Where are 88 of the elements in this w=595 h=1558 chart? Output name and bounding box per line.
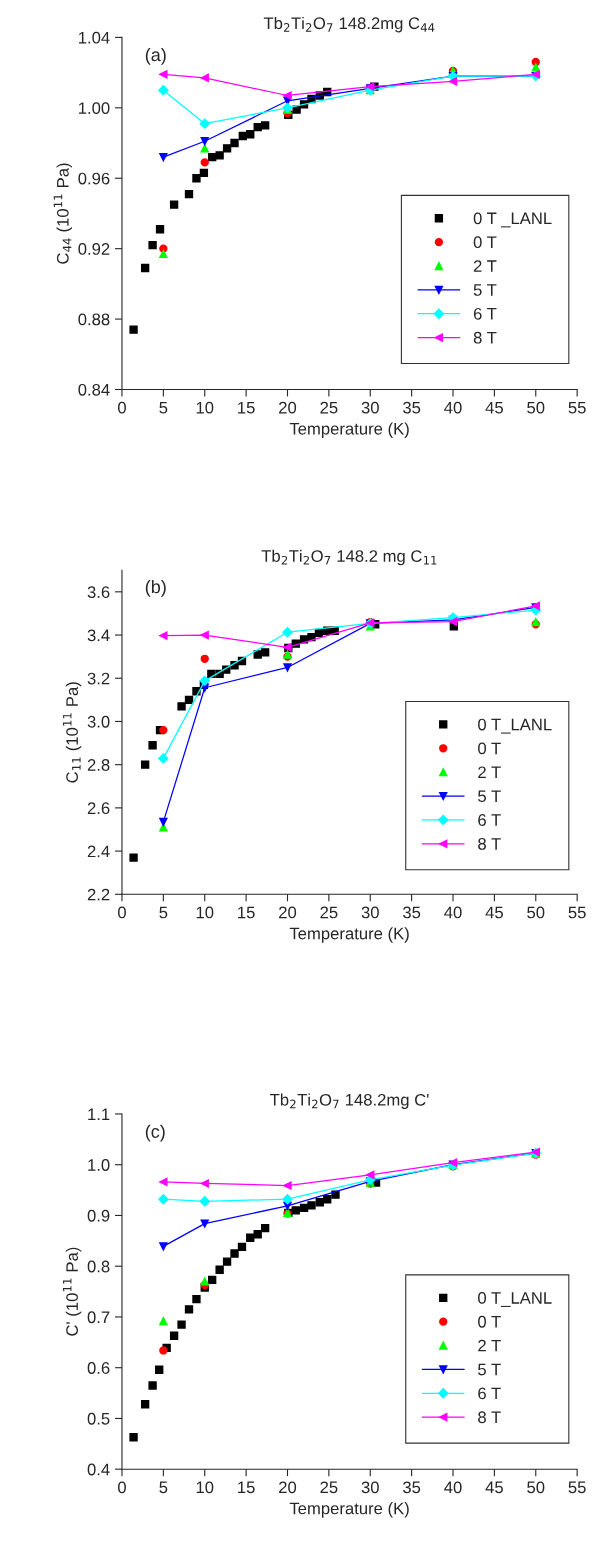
y-tick-label: 0.6 bbox=[87, 1362, 110, 1374]
y-tick-label: 3.2 bbox=[87, 672, 110, 685]
y-tick-label: 0.4 bbox=[87, 1463, 110, 1476]
legend-label: 5 T bbox=[473, 284, 497, 296]
x-tick-label: 20 bbox=[279, 1481, 297, 1494]
chart-title: Tb$_{2}$Ti$_{2}$O$_{7}$ 148.2 mg C$_{11}$ bbox=[261, 549, 437, 566]
chart-title: Tb$_{2}$Ti$_{2}$O$_{7}$ 148.2mg C$_{44}$ bbox=[263, 16, 435, 33]
y-tick-label: 0.88 bbox=[78, 313, 110, 326]
x-axis-title: Temperature (K) bbox=[289, 422, 409, 438]
y-axis-title: C$_{44}$ (10$^{11}$ Pa) bbox=[53, 163, 73, 264]
x-tick-label: 25 bbox=[320, 906, 338, 919]
y-tick-label: 3.4 bbox=[87, 629, 110, 642]
x-tick-label: 5 bbox=[159, 1481, 168, 1494]
x-tick-label: 20 bbox=[279, 906, 297, 919]
legend-label: 2 T bbox=[478, 766, 501, 779]
y-tick-label: 3.0 bbox=[87, 715, 110, 728]
legend-label: 8 T bbox=[478, 1411, 501, 1424]
legend-label: 0 T_LANL bbox=[478, 1291, 552, 1307]
x-tick-label: 50 bbox=[527, 401, 545, 414]
legend-label: 5 T bbox=[478, 1363, 501, 1376]
legend-label: 0 T _LANL bbox=[473, 212, 552, 228]
x-tick-label: 5 bbox=[159, 906, 168, 919]
y-tick-label: 1.1 bbox=[88, 1108, 110, 1121]
annotation: (b) bbox=[145, 579, 166, 597]
x-tick-label: 30 bbox=[361, 906, 379, 919]
x-tick-label: 45 bbox=[485, 1481, 503, 1494]
y-tick-label: 0.84 bbox=[78, 383, 110, 396]
y-tick-label: 1.0 bbox=[88, 1159, 110, 1171]
y-tick-label: 2.2 bbox=[87, 888, 110, 901]
x-tick-label: 55 bbox=[568, 401, 586, 414]
x-tick-label: 55 bbox=[568, 1481, 586, 1494]
y-axis-title: C' (10$^{11}$ Pa) bbox=[62, 1247, 82, 1336]
y-tick-label: 2.4 bbox=[87, 845, 110, 858]
legend-label: 0 T bbox=[473, 236, 497, 249]
y-tick-label: 0.7 bbox=[87, 1311, 110, 1324]
x-tick-label: 45 bbox=[485, 401, 503, 414]
x-tick-label: 30 bbox=[361, 1481, 379, 1494]
y-tick-label: 0.96 bbox=[78, 172, 110, 185]
x-tick-label: 0 bbox=[117, 906, 126, 919]
legend-label: 8 T bbox=[473, 331, 497, 344]
y-tick-label: 2.6 bbox=[87, 802, 110, 815]
x-tick-label: 15 bbox=[238, 401, 255, 414]
legend-label: 6 T bbox=[473, 307, 497, 320]
legend-label: 6 T bbox=[478, 814, 501, 826]
legend-label: 0 T bbox=[478, 1315, 501, 1328]
x-tick-label: 15 bbox=[238, 1481, 255, 1494]
x-tick-label: 10 bbox=[196, 906, 214, 919]
x-tick-label: 55 bbox=[568, 906, 586, 919]
x-tick-label: 45 bbox=[485, 906, 503, 919]
y-tick-label: 0.9 bbox=[87, 1209, 110, 1222]
annotation: (a) bbox=[145, 47, 166, 65]
y-tick-label: 1.04 bbox=[79, 31, 110, 44]
y-tick-label: 1.00 bbox=[79, 102, 110, 115]
legend-label: 8 T bbox=[478, 837, 501, 850]
legend-label: 0 T bbox=[478, 742, 501, 755]
x-tick-label: 35 bbox=[403, 1481, 421, 1494]
x-axis-title: Temperature (K) bbox=[289, 927, 409, 943]
x-tick-label: 35 bbox=[403, 906, 421, 919]
x-tick-label: 0 bbox=[117, 401, 126, 414]
x-tick-label: 40 bbox=[444, 906, 462, 919]
x-tick-label: 10 bbox=[196, 401, 214, 414]
x-tick-label: 15 bbox=[238, 906, 255, 919]
chart-title: Tb$_{2}$Ti$_{2}$O$_{7}$ 148.2mg C' bbox=[270, 1093, 429, 1110]
x-tick-label: 50 bbox=[527, 906, 545, 919]
x-axis-title: Temperature (K) bbox=[289, 1502, 409, 1518]
legend-label: 6 T bbox=[478, 1387, 501, 1400]
x-tick-label: 50 bbox=[527, 1481, 545, 1494]
x-tick-label: 30 bbox=[361, 401, 379, 414]
x-tick-label: 40 bbox=[444, 1481, 462, 1494]
legend-label: 2 T bbox=[473, 260, 497, 272]
legend-label: 5 T bbox=[478, 790, 501, 803]
x-tick-label: 40 bbox=[444, 401, 462, 414]
legend-label: 0 T_LANL bbox=[478, 718, 552, 734]
x-tick-label: 0 bbox=[117, 1481, 126, 1494]
y-tick-label: 0.5 bbox=[87, 1412, 110, 1425]
x-tick-label: 25 bbox=[320, 401, 338, 414]
legend-label: 2 T bbox=[478, 1339, 501, 1352]
y-axis-title: C$_{11}$ (10$^{11}$ Pa) bbox=[62, 682, 82, 783]
y-tick-label: 0.92 bbox=[78, 243, 110, 255]
y-tick-label: 2.8 bbox=[87, 759, 110, 771]
y-tick-label: 3.6 bbox=[87, 586, 110, 599]
y-tick-label: 0.8 bbox=[87, 1260, 110, 1273]
x-tick-label: 10 bbox=[196, 1481, 214, 1494]
x-tick-label: 5 bbox=[159, 401, 168, 414]
x-tick-label: 25 bbox=[320, 1481, 338, 1494]
x-tick-label: 20 bbox=[279, 401, 297, 414]
x-tick-label: 35 bbox=[403, 401, 421, 414]
annotation: (c) bbox=[145, 1124, 165, 1142]
